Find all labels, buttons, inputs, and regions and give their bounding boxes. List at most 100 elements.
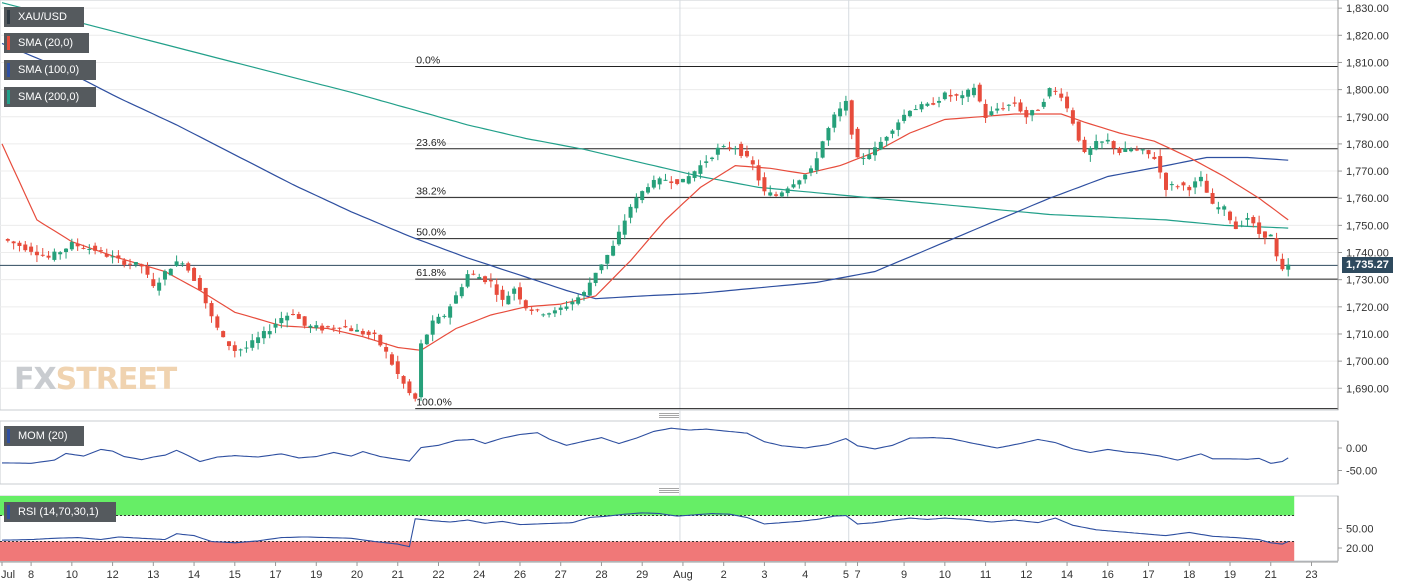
time-axis-label: 7 — [854, 569, 860, 581]
candle-body — [1233, 221, 1238, 230]
candle — [40, 248, 45, 257]
time-axis-label: 9 — [901, 569, 907, 581]
candle-body — [419, 343, 424, 398]
candle — [582, 290, 586, 301]
candle-body — [937, 100, 942, 103]
candle — [989, 106, 994, 117]
candle — [52, 248, 57, 262]
time-axis-label: 23 — [1305, 569, 1317, 581]
candle-body — [267, 331, 272, 335]
candle-body — [168, 268, 173, 276]
candle-body — [366, 331, 371, 335]
candle-body — [686, 176, 691, 184]
candle — [1228, 210, 1233, 224]
rsi-label[interactable]: RSI (14,70,30,1) — [4, 502, 116, 522]
time-axis-label: 14 — [1061, 569, 1073, 581]
candle-body — [232, 345, 237, 351]
candle-body — [744, 150, 749, 157]
candle-body — [488, 280, 493, 282]
candle-body — [1094, 141, 1099, 150]
candle-body — [1158, 156, 1163, 173]
candle-body — [861, 157, 866, 159]
sma200-label[interactable]: SMA (200,0) — [4, 87, 96, 107]
candle-body — [401, 376, 406, 384]
candle-body — [1088, 147, 1093, 155]
candle — [1164, 172, 1168, 197]
sma200-line — [1, 2, 1289, 229]
time-axis-label: 14 — [188, 569, 200, 581]
candle-body — [209, 303, 214, 317]
candle — [1001, 102, 1006, 111]
candle-body — [517, 287, 522, 300]
candle-body — [203, 287, 208, 304]
fib-level-label: 23.6% — [416, 137, 446, 149]
candle-body — [430, 320, 435, 335]
candle — [1012, 96, 1017, 107]
candle-body — [628, 206, 633, 218]
candle-body — [104, 253, 109, 257]
candle — [1105, 133, 1110, 144]
mom-rsi-resize-handle[interactable] — [659, 488, 679, 493]
candle-body — [34, 251, 39, 256]
candle-body — [942, 92, 947, 100]
candle-body — [378, 334, 383, 346]
symbol-label[interactable]: XAU/USD — [4, 7, 84, 27]
candle — [1094, 134, 1099, 151]
fxstreet-watermark: FXSTREET — [14, 362, 177, 397]
sma100-label[interactable]: SMA (100,0) — [4, 60, 96, 80]
candle-body — [64, 248, 69, 253]
candle-body — [878, 141, 883, 150]
main-mom-resize-handle[interactable] — [659, 413, 679, 418]
candle — [733, 145, 738, 155]
candle-body — [1268, 234, 1273, 237]
candle-body — [320, 325, 325, 331]
price-axis-label: 1,770.00 — [1346, 166, 1389, 178]
candle-body — [774, 194, 779, 196]
price-axis-label: 1,700.00 — [1346, 356, 1389, 368]
candle-body — [29, 246, 34, 252]
candle-body — [622, 220, 627, 235]
candle — [692, 170, 697, 182]
candle — [267, 324, 272, 339]
time-axis-label: Aug — [673, 569, 693, 581]
candle — [87, 244, 92, 255]
candle — [1251, 215, 1256, 228]
candle-body — [1245, 218, 1250, 220]
candle-body — [250, 340, 255, 348]
candle — [628, 204, 633, 224]
candle-body — [349, 328, 354, 332]
candle — [145, 262, 150, 279]
mom-label[interactable]: MOM (20) — [4, 426, 84, 446]
candle-body — [884, 136, 889, 141]
candle — [430, 315, 435, 342]
candle — [453, 291, 458, 304]
candle-body — [261, 331, 266, 339]
candle-body — [110, 256, 115, 258]
candle-body — [715, 147, 720, 155]
candle-body — [1129, 149, 1134, 152]
candle-body — [873, 147, 877, 156]
candle-body — [692, 171, 697, 178]
candle-body — [1210, 193, 1215, 204]
candle-body — [977, 84, 982, 102]
time-axis-label: 15 — [229, 569, 241, 581]
candle-body — [1169, 184, 1174, 186]
candle — [448, 303, 453, 325]
time-axis-label: 17 — [269, 569, 281, 581]
candle — [58, 251, 63, 260]
candle-body — [273, 323, 278, 328]
candle — [232, 341, 237, 358]
sma20-label[interactable]: SMA (20,0) — [4, 33, 89, 53]
candle — [500, 285, 505, 307]
candle — [1024, 106, 1029, 124]
candle-body — [296, 314, 301, 319]
candle — [977, 82, 982, 103]
candle — [157, 277, 162, 296]
candle-body — [157, 282, 162, 291]
candle — [1111, 140, 1116, 155]
current-price-tag: 1,735.27 — [1342, 257, 1393, 273]
candle-body — [1286, 264, 1291, 270]
candle — [244, 341, 249, 353]
candle — [407, 379, 412, 396]
candle — [791, 179, 796, 189]
